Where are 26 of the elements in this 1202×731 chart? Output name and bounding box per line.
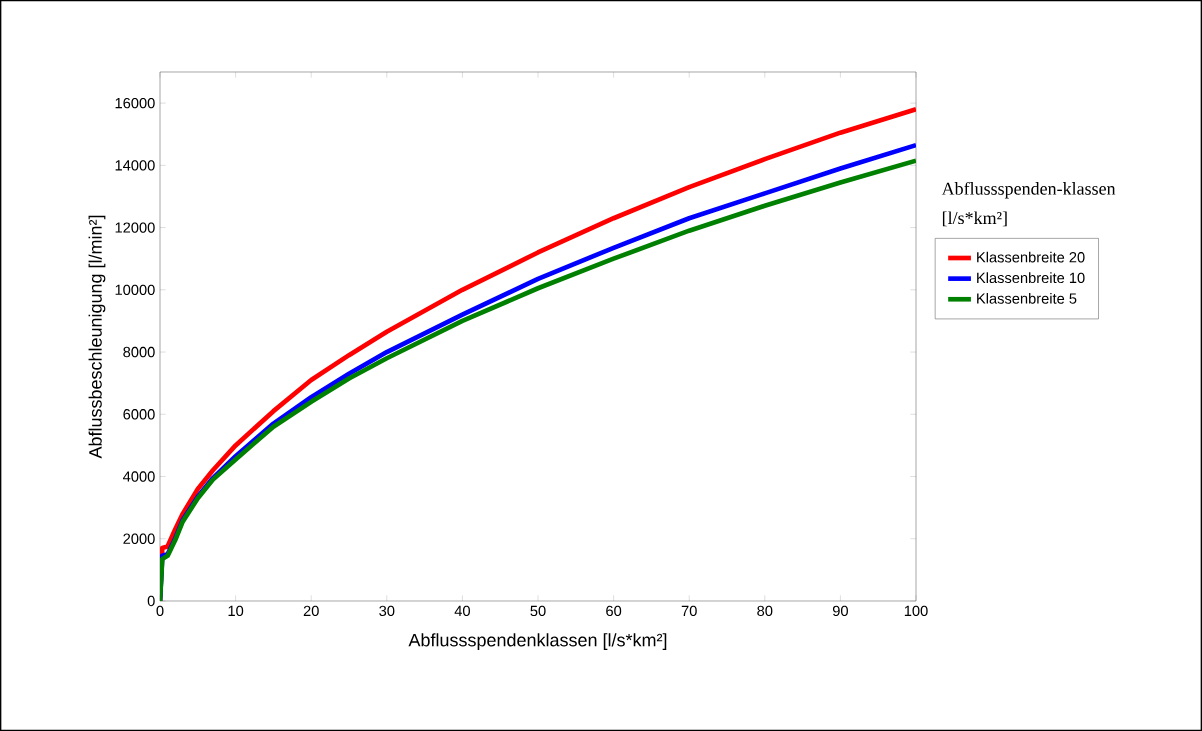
y-tick-label: 10000 bbox=[115, 284, 155, 296]
legend-label: Klassenbreite 10 bbox=[977, 272, 1085, 284]
y-tick-label: 14000 bbox=[115, 160, 155, 171]
x-tick-label: 90 bbox=[832, 605, 848, 617]
x-tick-label: 100 bbox=[904, 605, 928, 617]
y-tick-label: 8000 bbox=[123, 346, 155, 358]
x-tick-label: 40 bbox=[454, 605, 470, 617]
x-tick-label: 10 bbox=[228, 605, 244, 617]
x-tick-label: 80 bbox=[757, 605, 773, 617]
legend-label: Klassenbreite 5 bbox=[977, 292, 1077, 304]
y-axis-title: Abflussbeschleunigung [l/min²] bbox=[88, 215, 106, 459]
x-tick-label: 30 bbox=[379, 605, 395, 617]
y-tick-label: 16000 bbox=[115, 97, 155, 109]
x-tick-label: 50 bbox=[530, 605, 546, 617]
x-tick-label: 70 bbox=[681, 605, 697, 617]
legend-label: Klassenbreite 20 bbox=[977, 251, 1085, 263]
x-axis-title: Abflussspendenklassen [l/s*km²] bbox=[408, 633, 667, 651]
y-tick-label: 12000 bbox=[115, 222, 155, 233]
y-tick-label: 2000 bbox=[123, 533, 155, 544]
y-tick-label: 0 bbox=[147, 595, 155, 607]
x-tick-label: 60 bbox=[606, 605, 622, 617]
y-tick-label: 4000 bbox=[123, 471, 155, 482]
y-tick-label: 6000 bbox=[123, 409, 155, 420]
x-tick-label: 20 bbox=[303, 605, 319, 617]
legend-title: Abflussspenden-klassen [l/s*km²] bbox=[941, 181, 1116, 227]
x-tick-label: 0 bbox=[156, 605, 164, 617]
